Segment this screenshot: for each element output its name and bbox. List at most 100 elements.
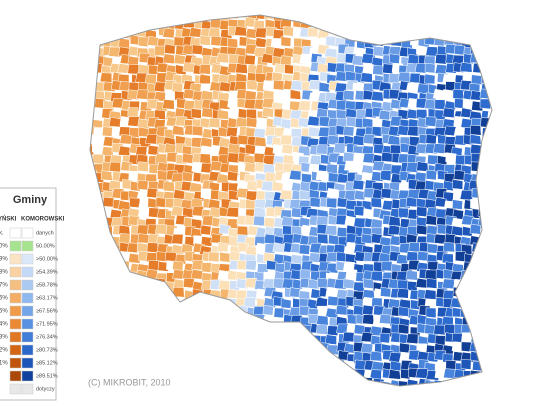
municipality	[424, 73, 436, 85]
municipality	[324, 370, 337, 381]
municipality	[165, 358, 178, 370]
municipality	[486, 146, 492, 158]
municipality	[491, 29, 492, 41]
municipality	[496, 162, 508, 172]
municipality	[253, 360, 265, 371]
municipality	[90, 287, 96, 298]
municipality	[129, 18, 141, 29]
municipality	[155, 358, 168, 370]
municipality	[146, 335, 159, 346]
municipality	[218, 335, 231, 347]
municipality	[297, 15, 311, 22]
municipality	[90, 188, 95, 200]
municipality	[433, 324, 446, 336]
municipality	[335, 378, 348, 386]
legend-right-label: ≥54.39%	[36, 269, 58, 275]
legend-swatch	[21, 383, 34, 395]
municipality	[118, 281, 130, 293]
municipality	[219, 324, 231, 336]
municipality	[489, 45, 492, 57]
municipality	[119, 134, 133, 145]
municipality	[354, 379, 366, 386]
municipality	[201, 107, 213, 118]
municipality	[498, 298, 510, 308]
municipality	[416, 388, 427, 398]
municipality	[237, 350, 250, 362]
municipality	[110, 19, 124, 31]
municipality	[486, 298, 492, 310]
municipality	[487, 180, 492, 192]
municipality	[153, 81, 166, 93]
municipality	[190, 316, 204, 328]
municipality	[127, 89, 139, 101]
municipality	[164, 353, 175, 364]
municipality	[324, 17, 338, 29]
municipality	[471, 161, 483, 173]
municipality	[183, 15, 197, 20]
municipality	[157, 170, 168, 181]
municipality	[279, 341, 292, 352]
municipality	[342, 331, 355, 343]
municipality	[498, 19, 508, 29]
municipality	[424, 116, 437, 127]
municipality	[217, 298, 230, 309]
municipality	[300, 380, 313, 386]
municipality	[432, 88, 446, 100]
municipality	[129, 352, 141, 363]
municipality	[328, 389, 340, 399]
municipality	[497, 345, 509, 355]
municipality	[281, 278, 295, 290]
legend-left-label: 9%	[0, 257, 8, 263]
municipality	[468, 15, 481, 19]
municipality	[407, 53, 420, 65]
municipality	[302, 371, 314, 383]
municipality	[370, 218, 383, 229]
municipality	[237, 314, 249, 326]
municipality	[317, 233, 329, 245]
municipality	[189, 182, 203, 193]
municipality	[291, 362, 303, 373]
municipality	[318, 369, 331, 381]
municipality	[209, 358, 223, 370]
municipality	[153, 325, 168, 337]
municipality	[264, 362, 277, 373]
municipality	[165, 386, 177, 396]
legend-title: Gminy	[13, 194, 48, 206]
municipality	[199, 35, 211, 46]
municipality	[236, 259, 248, 271]
municipality	[162, 324, 175, 336]
municipality	[91, 17, 104, 29]
municipality	[226, 207, 239, 218]
municipality	[363, 278, 375, 289]
municipality	[345, 390, 356, 400]
municipality	[156, 306, 168, 318]
municipality	[327, 15, 339, 23]
municipality	[290, 332, 302, 344]
municipality	[477, 289, 490, 301]
legend-swatch	[9, 344, 22, 356]
municipality	[208, 315, 220, 326]
municipality	[353, 15, 365, 19]
municipality	[498, 99, 509, 109]
municipality	[488, 15, 492, 22]
municipality	[499, 27, 510, 37]
municipality	[271, 378, 284, 386]
municipality	[441, 20, 455, 31]
municipality	[254, 27, 267, 39]
municipality	[101, 280, 113, 292]
municipality	[209, 351, 223, 362]
municipality	[90, 15, 94, 22]
municipality	[101, 352, 113, 363]
municipality	[434, 64, 448, 75]
municipality	[425, 169, 437, 181]
municipality	[480, 145, 492, 156]
municipality	[334, 17, 346, 29]
legend-swatch	[9, 383, 22, 395]
municipality	[490, 387, 501, 397]
legend-right-label: ≥67.56%	[36, 308, 58, 314]
municipality	[162, 99, 175, 110]
municipality	[390, 387, 402, 397]
municipality	[478, 259, 491, 271]
municipality	[218, 126, 229, 138]
legend-left-label: 3%	[0, 335, 8, 341]
